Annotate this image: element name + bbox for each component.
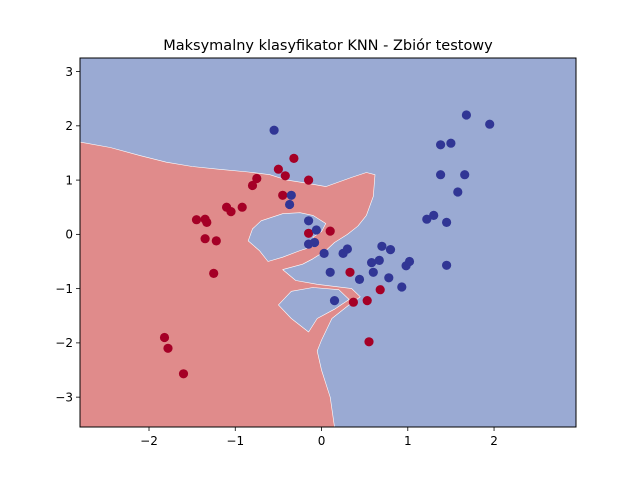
y-tick-label: 3 bbox=[65, 65, 73, 79]
point-class2-9 bbox=[325, 267, 335, 277]
point-class1-17 bbox=[278, 190, 288, 200]
point-class1-14 bbox=[252, 173, 262, 184]
point-class2-18 bbox=[384, 273, 394, 283]
point-class2-17 bbox=[377, 241, 387, 251]
point-class2-13 bbox=[354, 274, 365, 284]
plot-area bbox=[79, 57, 577, 428]
point-class2-4 bbox=[304, 216, 314, 226]
point-class2-29 bbox=[446, 138, 456, 148]
point-class1-16 bbox=[280, 171, 290, 181]
point-class2-23 bbox=[422, 214, 432, 224]
point-class2-14 bbox=[367, 258, 377, 268]
point-class1-23 bbox=[348, 297, 358, 307]
point-class2-2 bbox=[286, 190, 296, 200]
point-class1-8 bbox=[211, 236, 221, 246]
point-class1-4 bbox=[191, 215, 202, 225]
point-class1-1 bbox=[159, 332, 170, 343]
point-class2-15 bbox=[368, 267, 378, 277]
plot-frame bbox=[79, 57, 577, 428]
point-class1-7 bbox=[200, 234, 210, 244]
point-class1-3 bbox=[178, 369, 189, 379]
point-class1-13 bbox=[247, 180, 258, 191]
point-class2-8 bbox=[319, 248, 329, 258]
x-tick-label: 2 bbox=[490, 434, 498, 448]
y-axis: −3 −2 −1 0 1 2 3 bbox=[55, 65, 80, 404]
point-class1-19 bbox=[304, 175, 314, 185]
point-class2-30 bbox=[453, 187, 463, 197]
point-class2-32 bbox=[461, 110, 471, 120]
point-class2-27 bbox=[442, 217, 452, 227]
point-class2-20 bbox=[397, 282, 407, 292]
y-tick-label: −3 bbox=[55, 390, 73, 404]
point-class2-24 bbox=[429, 210, 439, 220]
y-tick-label: 2 bbox=[65, 119, 73, 133]
x-tick-label: −1 bbox=[226, 434, 244, 448]
point-class1-18 bbox=[289, 153, 299, 163]
point-class2-10 bbox=[329, 296, 340, 306]
y-tick-label: 0 bbox=[65, 228, 73, 242]
point-class2-5 bbox=[311, 225, 321, 235]
point-class1-25 bbox=[364, 337, 374, 347]
point-class1-12 bbox=[237, 202, 247, 212]
y-tick-label: 1 bbox=[65, 173, 73, 187]
x-tick-label: 0 bbox=[318, 434, 326, 448]
point-class1-24 bbox=[362, 296, 372, 306]
x-tick-label: 1 bbox=[404, 434, 412, 448]
point-class2-3 bbox=[285, 199, 295, 210]
point-class2-33 bbox=[485, 119, 495, 129]
point-class1-22 bbox=[345, 267, 355, 277]
point-class2-22 bbox=[404, 256, 415, 267]
point-class2-25 bbox=[436, 140, 446, 150]
point-class2-28 bbox=[442, 260, 452, 270]
point-class2-31 bbox=[460, 170, 470, 180]
y-tick-label: −2 bbox=[55, 336, 73, 350]
point-class1-20 bbox=[304, 228, 314, 238]
x-tick-label: −2 bbox=[140, 434, 158, 448]
data-points bbox=[159, 110, 495, 379]
point-class2-19 bbox=[385, 245, 396, 255]
point-class1-11 bbox=[226, 207, 236, 217]
x-axis: −2 −1 0 1 2 bbox=[140, 427, 498, 448]
chart-title: Maksymalny klasyfikator KNN - Zbiór test… bbox=[163, 38, 493, 54]
y-tick-label: −1 bbox=[55, 282, 73, 296]
point-class2-1 bbox=[269, 125, 279, 135]
point-class1-6 bbox=[202, 217, 212, 227]
point-class2-16 bbox=[374, 255, 384, 265]
point-class1-15 bbox=[273, 164, 283, 174]
point-class1-9 bbox=[209, 268, 219, 278]
point-class1-2 bbox=[163, 343, 173, 353]
point-class2-26 bbox=[436, 170, 446, 180]
point-class1-21 bbox=[325, 226, 335, 236]
point-class1-26 bbox=[375, 285, 385, 295]
decision-regions bbox=[80, 58, 576, 427]
point-class2-12 bbox=[342, 244, 352, 254]
point-class2-7 bbox=[310, 237, 320, 248]
